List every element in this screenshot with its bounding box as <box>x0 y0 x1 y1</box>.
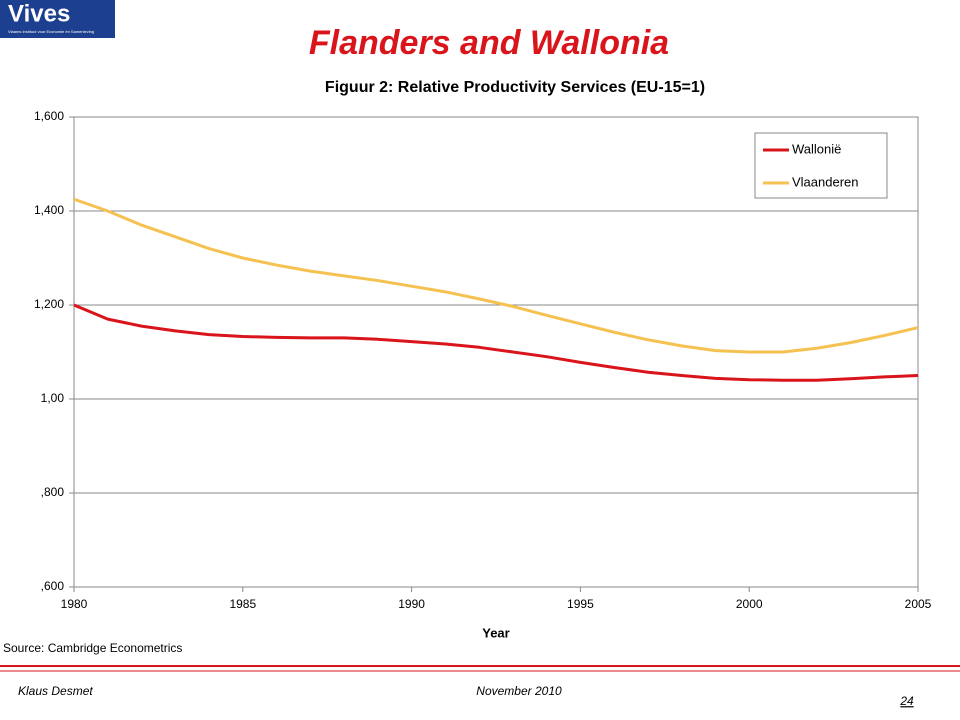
y-tick-label: ,600 <box>41 579 65 593</box>
footer-date: November 2010 <box>476 684 562 698</box>
x-tick-label: 1985 <box>229 597 256 611</box>
x-tick-label: 2005 <box>905 597 932 611</box>
y-tick-label: ,800 <box>41 485 65 499</box>
legend-label: Wallonië <box>792 141 841 156</box>
slide-title: Flanders and Wallonia <box>309 24 669 62</box>
source: Source: Cambridge Econometrics <box>3 641 182 655</box>
x-tick-label: 1990 <box>398 597 425 611</box>
line-series <box>73 197 919 354</box>
x-axis-label: Year <box>482 625 509 640</box>
line-series <box>73 303 919 382</box>
x-tick-label: 1980 <box>61 597 88 611</box>
logo-name: Vives <box>8 0 70 27</box>
legend-label: Vlaanderen <box>792 174 859 189</box>
y-tick-label: 1,600 <box>34 109 64 123</box>
chart-title: Figuur 2: Relative Productivity Services… <box>325 79 705 96</box>
logo-box <box>0 0 115 38</box>
y-tick-label: 1,400 <box>34 203 64 217</box>
page-number: 24 <box>899 694 914 708</box>
legend-box <box>754 132 888 199</box>
x-tick-label: 2000 <box>736 597 763 611</box>
logo-tagline: Vlaams Instituut voor Economie en Samenl… <box>8 29 94 34</box>
footer-author: Klaus Desmet <box>18 684 93 698</box>
y-tick-label: 1,00 <box>41 391 65 405</box>
y-tick-label: 1,200 <box>34 297 64 311</box>
x-tick-label: 1995 <box>567 597 594 611</box>
